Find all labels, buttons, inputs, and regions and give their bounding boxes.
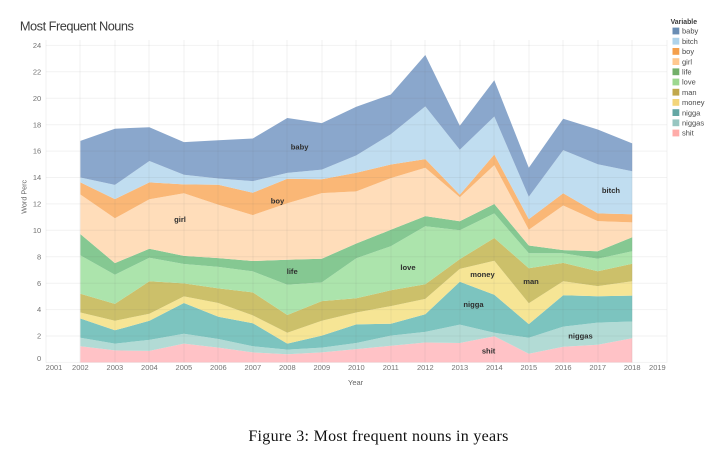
svg-text:love: love xyxy=(400,263,415,272)
svg-text:2005: 2005 xyxy=(176,363,193,372)
svg-text:nigga: nigga xyxy=(463,300,484,309)
svg-text:2004: 2004 xyxy=(141,363,158,372)
svg-text:2010: 2010 xyxy=(348,363,365,372)
svg-text:22: 22 xyxy=(33,67,41,76)
svg-text:life: life xyxy=(682,68,692,77)
svg-text:baby: baby xyxy=(291,142,310,151)
svg-text:niggas: niggas xyxy=(568,331,592,340)
svg-text:Year: Year xyxy=(348,378,364,387)
svg-text:shit: shit xyxy=(682,129,695,138)
svg-text:2018: 2018 xyxy=(624,363,641,372)
svg-text:2017: 2017 xyxy=(589,363,606,372)
svg-text:10: 10 xyxy=(33,226,41,235)
svg-text:2014: 2014 xyxy=(486,363,503,372)
svg-text:niggas: niggas xyxy=(682,119,704,128)
svg-text:bitch: bitch xyxy=(602,186,621,195)
svg-text:baby: baby xyxy=(682,27,699,36)
svg-text:2011: 2011 xyxy=(383,363,399,372)
svg-text:16: 16 xyxy=(33,147,41,156)
svg-text:boy: boy xyxy=(271,196,285,205)
svg-text:shit: shit xyxy=(482,346,496,355)
svg-text:2009: 2009 xyxy=(313,363,330,372)
svg-text:2003: 2003 xyxy=(107,363,124,372)
svg-text:man: man xyxy=(682,88,697,97)
svg-text:20: 20 xyxy=(33,94,41,103)
svg-text:2006: 2006 xyxy=(210,363,227,372)
svg-text:24: 24 xyxy=(33,41,41,50)
svg-text:nigga: nigga xyxy=(682,108,701,117)
svg-text:2007: 2007 xyxy=(244,363,261,372)
svg-text:man: man xyxy=(523,277,539,286)
svg-text:Most Frequent Nouns: Most Frequent Nouns xyxy=(20,19,134,34)
svg-text:18: 18 xyxy=(33,120,41,129)
svg-text:bitch: bitch xyxy=(682,37,698,46)
svg-text:love: love xyxy=(682,78,696,87)
svg-text:boy: boy xyxy=(682,47,694,56)
svg-text:6: 6 xyxy=(37,279,41,288)
svg-text:money: money xyxy=(470,270,495,279)
svg-text:girl: girl xyxy=(682,57,692,66)
svg-text:8: 8 xyxy=(37,252,41,261)
svg-text:2: 2 xyxy=(37,332,41,341)
svg-text:Word Perc: Word Perc xyxy=(19,179,28,213)
svg-text:4: 4 xyxy=(37,305,41,314)
svg-text:2016: 2016 xyxy=(555,363,572,372)
svg-text:2019: 2019 xyxy=(649,363,666,372)
svg-text:2012: 2012 xyxy=(417,363,434,372)
svg-text:life: life xyxy=(287,267,298,276)
svg-text:0: 0 xyxy=(37,354,41,363)
svg-text:2002: 2002 xyxy=(72,363,89,372)
svg-text:14: 14 xyxy=(33,173,41,182)
svg-text:money: money xyxy=(682,98,705,107)
svg-text:2001: 2001 xyxy=(46,363,63,372)
svg-text:2008: 2008 xyxy=(279,363,296,372)
svg-text:Variable: Variable xyxy=(671,19,698,26)
svg-text:girl: girl xyxy=(174,215,186,224)
svg-text:12: 12 xyxy=(33,200,41,209)
svg-text:2013: 2013 xyxy=(451,363,468,372)
svg-text:2015: 2015 xyxy=(520,363,537,372)
